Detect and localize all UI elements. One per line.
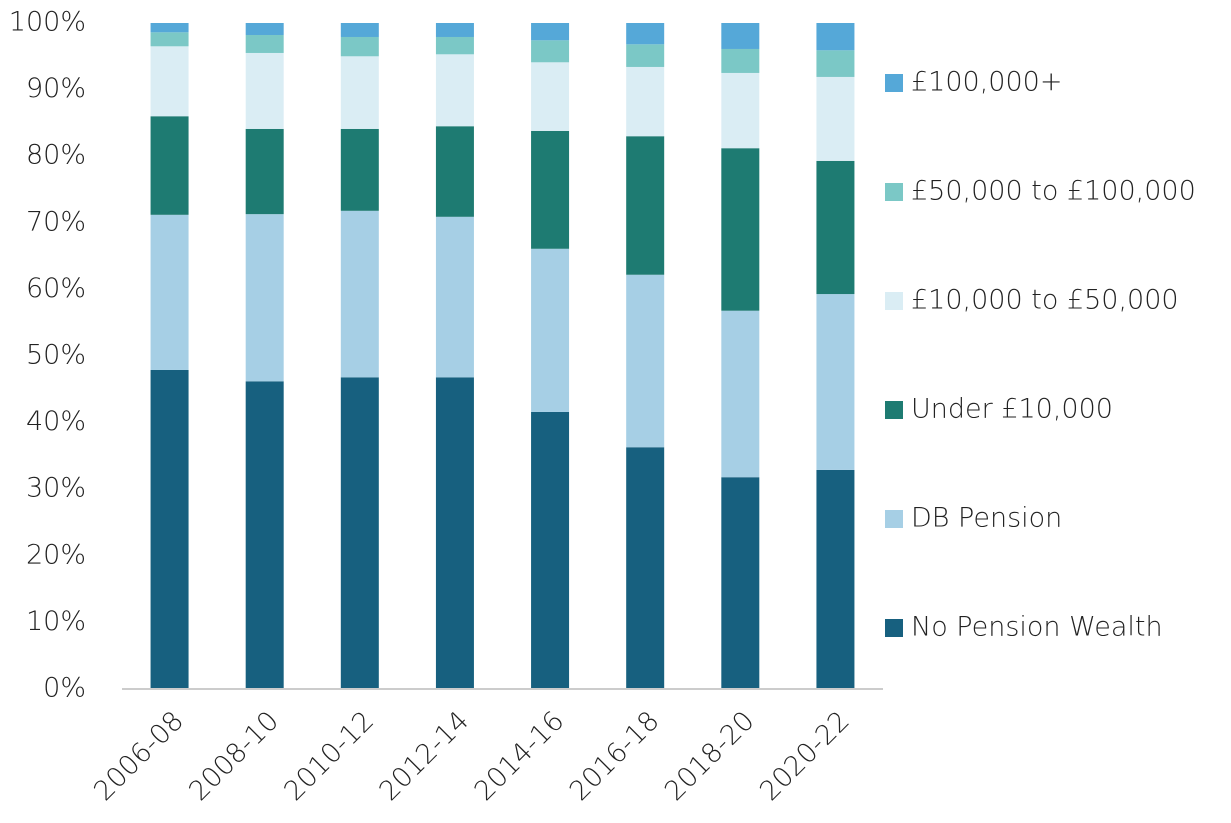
bar-segment [340, 377, 379, 689]
bar-segment [150, 369, 189, 689]
bar-segment [245, 381, 284, 689]
x-tick-label: 2020-22 [754, 705, 856, 807]
bar-segment [340, 56, 379, 129]
bar-segment [245, 128, 284, 215]
bar-segment [816, 160, 855, 295]
bar-segment [340, 36, 379, 57]
bar-segment [435, 377, 474, 689]
x-tick-label: 2010-12 [278, 705, 380, 807]
bar-segment [150, 32, 189, 47]
y-tick-label: 80% [26, 140, 86, 171]
bar-segment [531, 248, 570, 412]
y-tick-label: 70% [26, 206, 86, 237]
y-tick-label: 10% [26, 606, 86, 637]
x-tick-label: 2018-20 [659, 705, 761, 807]
y-tick-label: 90% [26, 73, 86, 104]
bar-segment [531, 130, 570, 249]
bar-segment [816, 76, 855, 161]
bar-segment [150, 214, 189, 370]
bar-segment [626, 447, 665, 689]
bar-segment [626, 44, 665, 67]
legend-label: £50,000 to £100,000 [911, 176, 1196, 207]
x-tick-label: 2006-08 [88, 705, 190, 807]
bar-segment [435, 23, 474, 37]
bar-segment [721, 23, 760, 49]
x-tick-label: 2014-16 [469, 705, 571, 807]
legend-swatch [885, 292, 903, 310]
y-tick-label: 60% [26, 273, 86, 304]
legend-swatch [885, 510, 903, 528]
bar-segment [721, 148, 760, 311]
bar-segment [816, 23, 855, 51]
bar-segment [626, 274, 665, 448]
bar-segment [245, 52, 284, 129]
bar-segment [340, 210, 379, 378]
bar-segment [721, 310, 760, 478]
bar-segment [150, 23, 189, 33]
y-tick-label: 30% [26, 473, 86, 504]
bar-segment [435, 54, 474, 127]
legend-label: DB Pension [911, 503, 1062, 534]
bar-segment [435, 216, 474, 378]
bar-segment [531, 23, 570, 41]
x-tick-label: 2016-18 [564, 705, 666, 807]
legend-label: £100,000+ [911, 67, 1062, 98]
bar-segment [531, 411, 570, 689]
x-tick-label: 2008-10 [183, 705, 285, 807]
x-tick-label: 2012-14 [373, 705, 475, 807]
y-tick-label: 100% [9, 7, 86, 38]
bar-segment [816, 469, 855, 689]
bar-segment [150, 46, 189, 117]
bar-segment [816, 294, 855, 470]
legend-label: £10,000 to £50,000 [911, 285, 1179, 316]
y-tick-label: 0% [43, 673, 86, 704]
y-tick-label: 40% [26, 406, 86, 437]
bar-segment [531, 40, 570, 63]
y-tick-label: 50% [26, 340, 86, 371]
bar-segment [626, 136, 665, 275]
legend-swatch [885, 619, 903, 637]
bar-segment [245, 214, 284, 382]
legend-swatch [885, 183, 903, 201]
legend-swatch [885, 401, 903, 419]
bar-segment [245, 23, 284, 35]
bar-segment [626, 23, 665, 45]
bar-segment [721, 477, 760, 689]
bar-segment [150, 116, 189, 215]
bar-segment [816, 50, 855, 77]
bar-segment [626, 66, 665, 137]
bar-segment [721, 72, 760, 149]
legend-swatch [885, 74, 903, 92]
bar-segment [531, 62, 570, 131]
legend-label: Under £10,000 [911, 394, 1113, 425]
bar-segment [245, 34, 284, 53]
bar-segment [435, 126, 474, 217]
bar-segment [340, 23, 379, 37]
bar-segment [721, 48, 760, 73]
y-tick-label: 20% [26, 539, 86, 570]
legend-label: No Pension Wealth [911, 612, 1163, 643]
bar-segment [340, 128, 379, 211]
bar-segment [435, 36, 474, 55]
